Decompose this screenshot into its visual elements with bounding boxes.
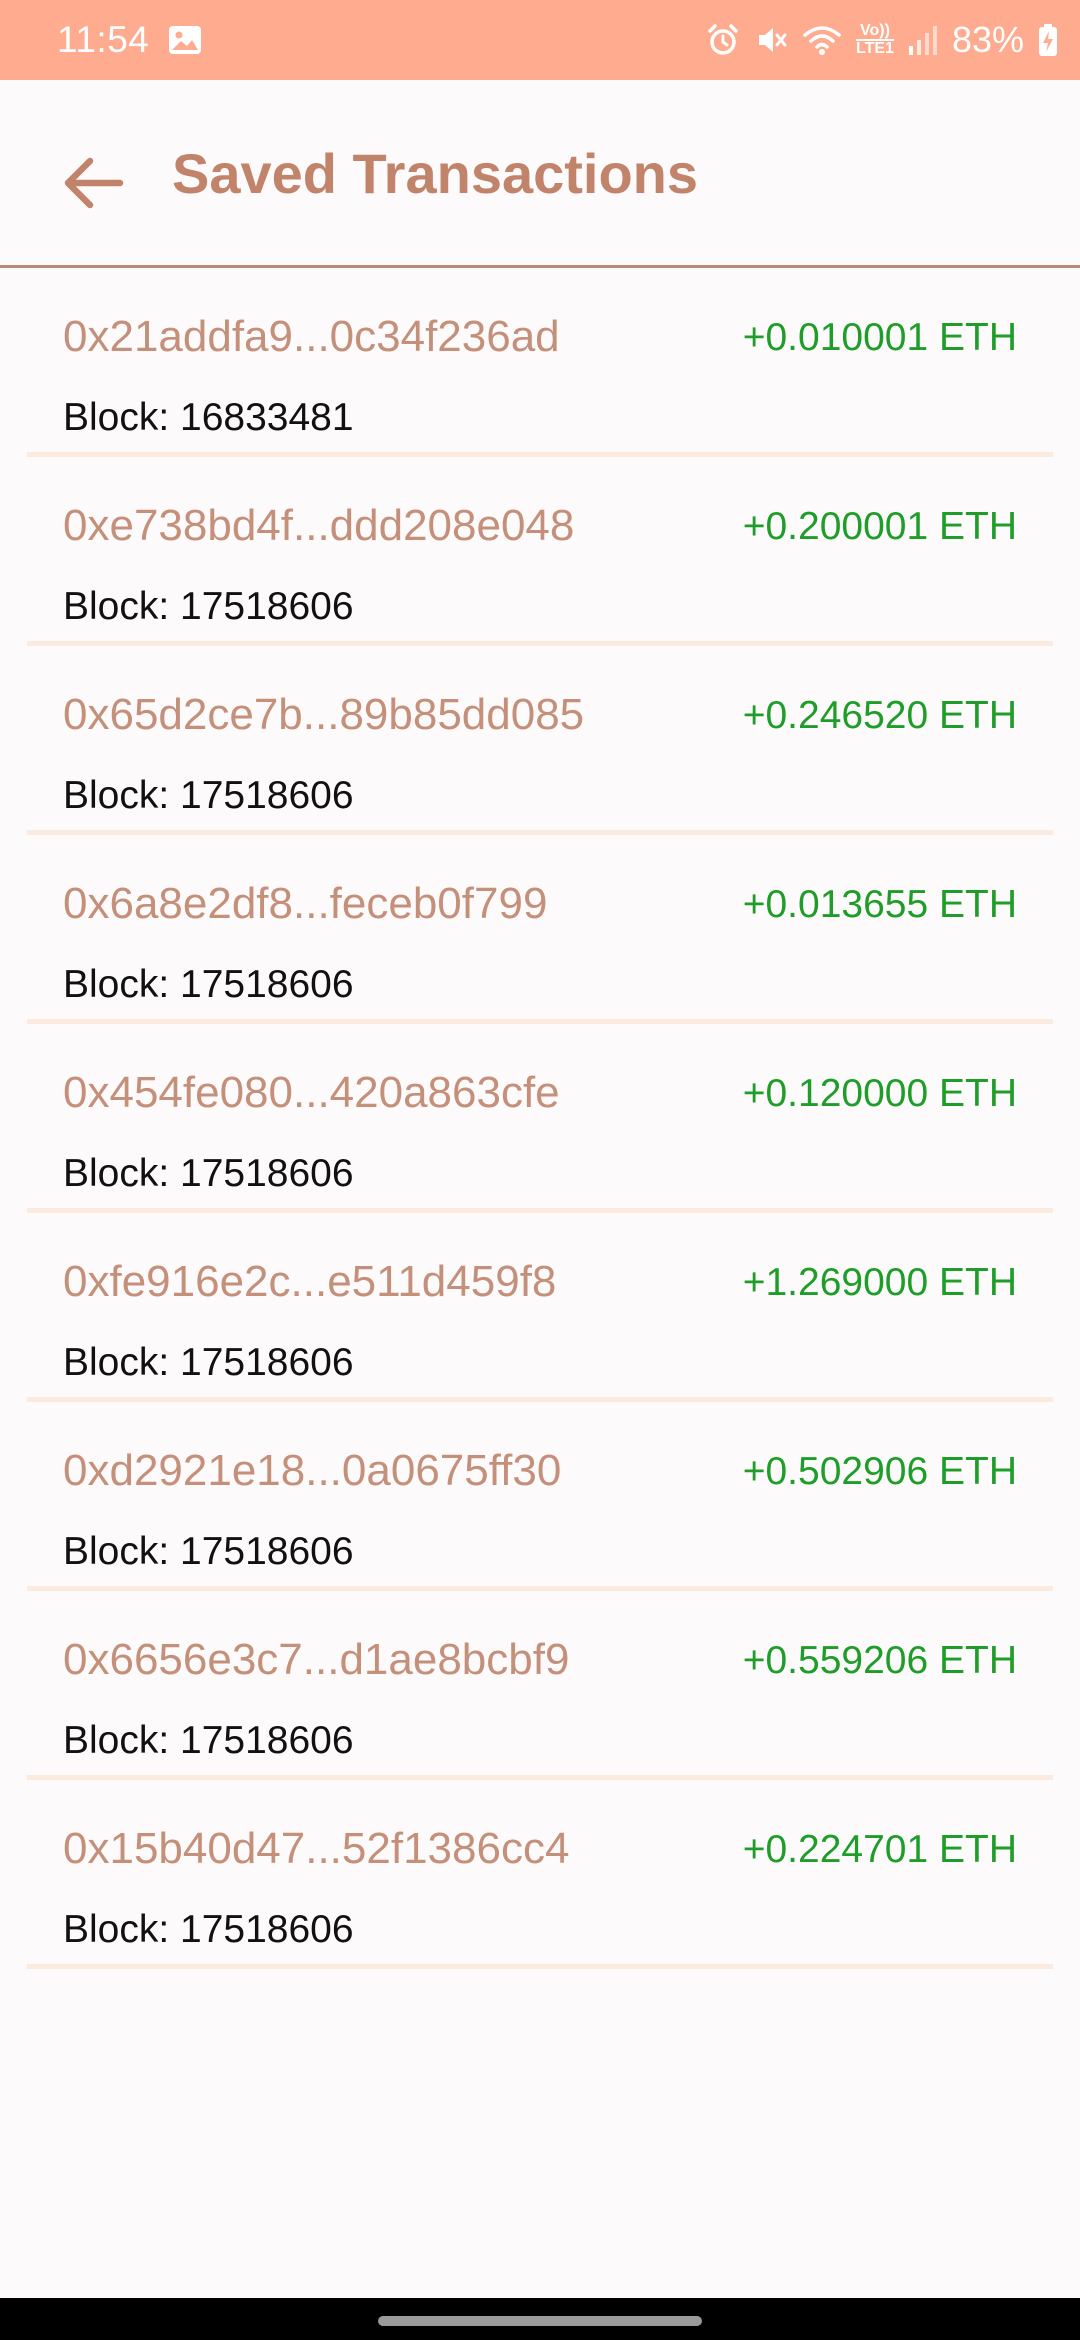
transaction-amount: +0.502906 ETH [742,1450,1017,1493]
transaction-block: Block: 17518606 [63,1908,354,1951]
volte-label-bottom: LTE1 [856,39,894,57]
transaction-hash: 0x21addfa9...0c34f236ad [63,312,560,361]
wifi-icon [802,23,842,57]
transaction-row[interactable]: 0x15b40d47...52f1386cc4 +0.224701 ETH Bl… [27,1780,1053,1969]
transaction-list: 0x21addfa9...0c34f236ad +0.010001 ETH Bl… [27,268,1053,1969]
transaction-row[interactable]: 0xd2921e18...0a0675ff30 +0.502906 ETH Bl… [27,1402,1053,1591]
status-time: 11:54 [57,19,150,60]
row-divider [27,1397,1053,1402]
battery-charging-icon [1038,23,1058,57]
transaction-hash: 0x15b40d47...52f1386cc4 [63,1824,570,1873]
transaction-row[interactable]: 0x454fe080...420a863cfe +0.120000 ETH Bl… [27,1024,1053,1213]
row-divider [27,830,1053,835]
volte-label-top: Vo)) [860,22,890,39]
transaction-row[interactable]: 0x65d2ce7b...89b85dd085 +0.246520 ETH Bl… [27,646,1053,835]
row-divider [27,641,1053,646]
status-icons: Vo)) LTE1 83% [706,19,1058,61]
transaction-amount: +1.269000 ETH [742,1261,1017,1304]
transaction-hash: 0xe738bd4f...ddd208e048 [63,501,575,550]
app-bar: Saved Transactions [0,80,1080,267]
transaction-row[interactable]: 0xfe916e2c...e511d459f8 +1.269000 ETH Bl… [27,1213,1053,1402]
status-bar: 11:54 [0,0,1080,80]
alarm-icon [706,23,740,57]
transaction-amount: +0.246520 ETH [742,694,1017,737]
arrow-back-icon [64,157,124,209]
page-title: Saved Transactions [172,142,699,205]
mute-icon [754,23,788,57]
transaction-hash: 0xfe916e2c...e511d459f8 [63,1257,557,1306]
transaction-block: Block: 17518606 [63,1152,354,1195]
transaction-amount: +0.200001 ETH [742,505,1017,548]
transaction-block: Block: 16833481 [63,396,354,439]
volte-icon: Vo)) LTE1 [856,23,894,57]
transaction-block: Block: 17518606 [63,1719,354,1762]
transaction-hash: 0x6656e3c7...d1ae8bcbf9 [63,1635,570,1684]
transaction-hash: 0x65d2ce7b...89b85dd085 [63,690,585,739]
row-divider [27,1586,1053,1591]
transaction-amount: +0.224701 ETH [742,1828,1017,1871]
home-indicator[interactable] [378,2316,702,2326]
battery-percent: 83% [951,19,1024,60]
transaction-block: Block: 17518606 [63,585,354,628]
transaction-block: Block: 17518606 [63,1530,354,1573]
transaction-amount: +0.120000 ETH [742,1072,1017,1115]
signal-icon [908,24,938,56]
row-divider [27,452,1053,457]
row-divider [27,1019,1053,1024]
row-divider [27,1775,1053,1780]
transaction-row[interactable]: 0x21addfa9...0c34f236ad +0.010001 ETH Bl… [27,268,1053,457]
gallery-icon [168,25,202,55]
row-divider [27,1208,1053,1213]
transaction-amount: +0.013655 ETH [742,883,1017,926]
transaction-block: Block: 17518606 [63,774,354,817]
back-button[interactable] [50,140,136,226]
row-divider [27,1964,1053,1969]
transaction-row[interactable]: 0x6656e3c7...d1ae8bcbf9 +0.559206 ETH Bl… [27,1591,1053,1780]
transaction-amount: +0.559206 ETH [742,1639,1017,1682]
transaction-amount: +0.010001 ETH [742,316,1017,359]
transaction-hash: 0xd2921e18...0a0675ff30 [63,1446,562,1495]
transaction-hash: 0x6a8e2df8...feceb0f799 [63,879,548,928]
app-bar-divider [0,265,1080,268]
transaction-row[interactable]: 0xe738bd4f...ddd208e048 +0.200001 ETH Bl… [27,457,1053,646]
transaction-hash: 0x454fe080...420a863cfe [63,1068,560,1117]
transaction-row[interactable]: 0x6a8e2df8...feceb0f799 +0.013655 ETH Bl… [27,835,1053,1024]
transaction-block: Block: 17518606 [63,1341,354,1384]
transaction-block: Block: 17518606 [63,963,354,1006]
